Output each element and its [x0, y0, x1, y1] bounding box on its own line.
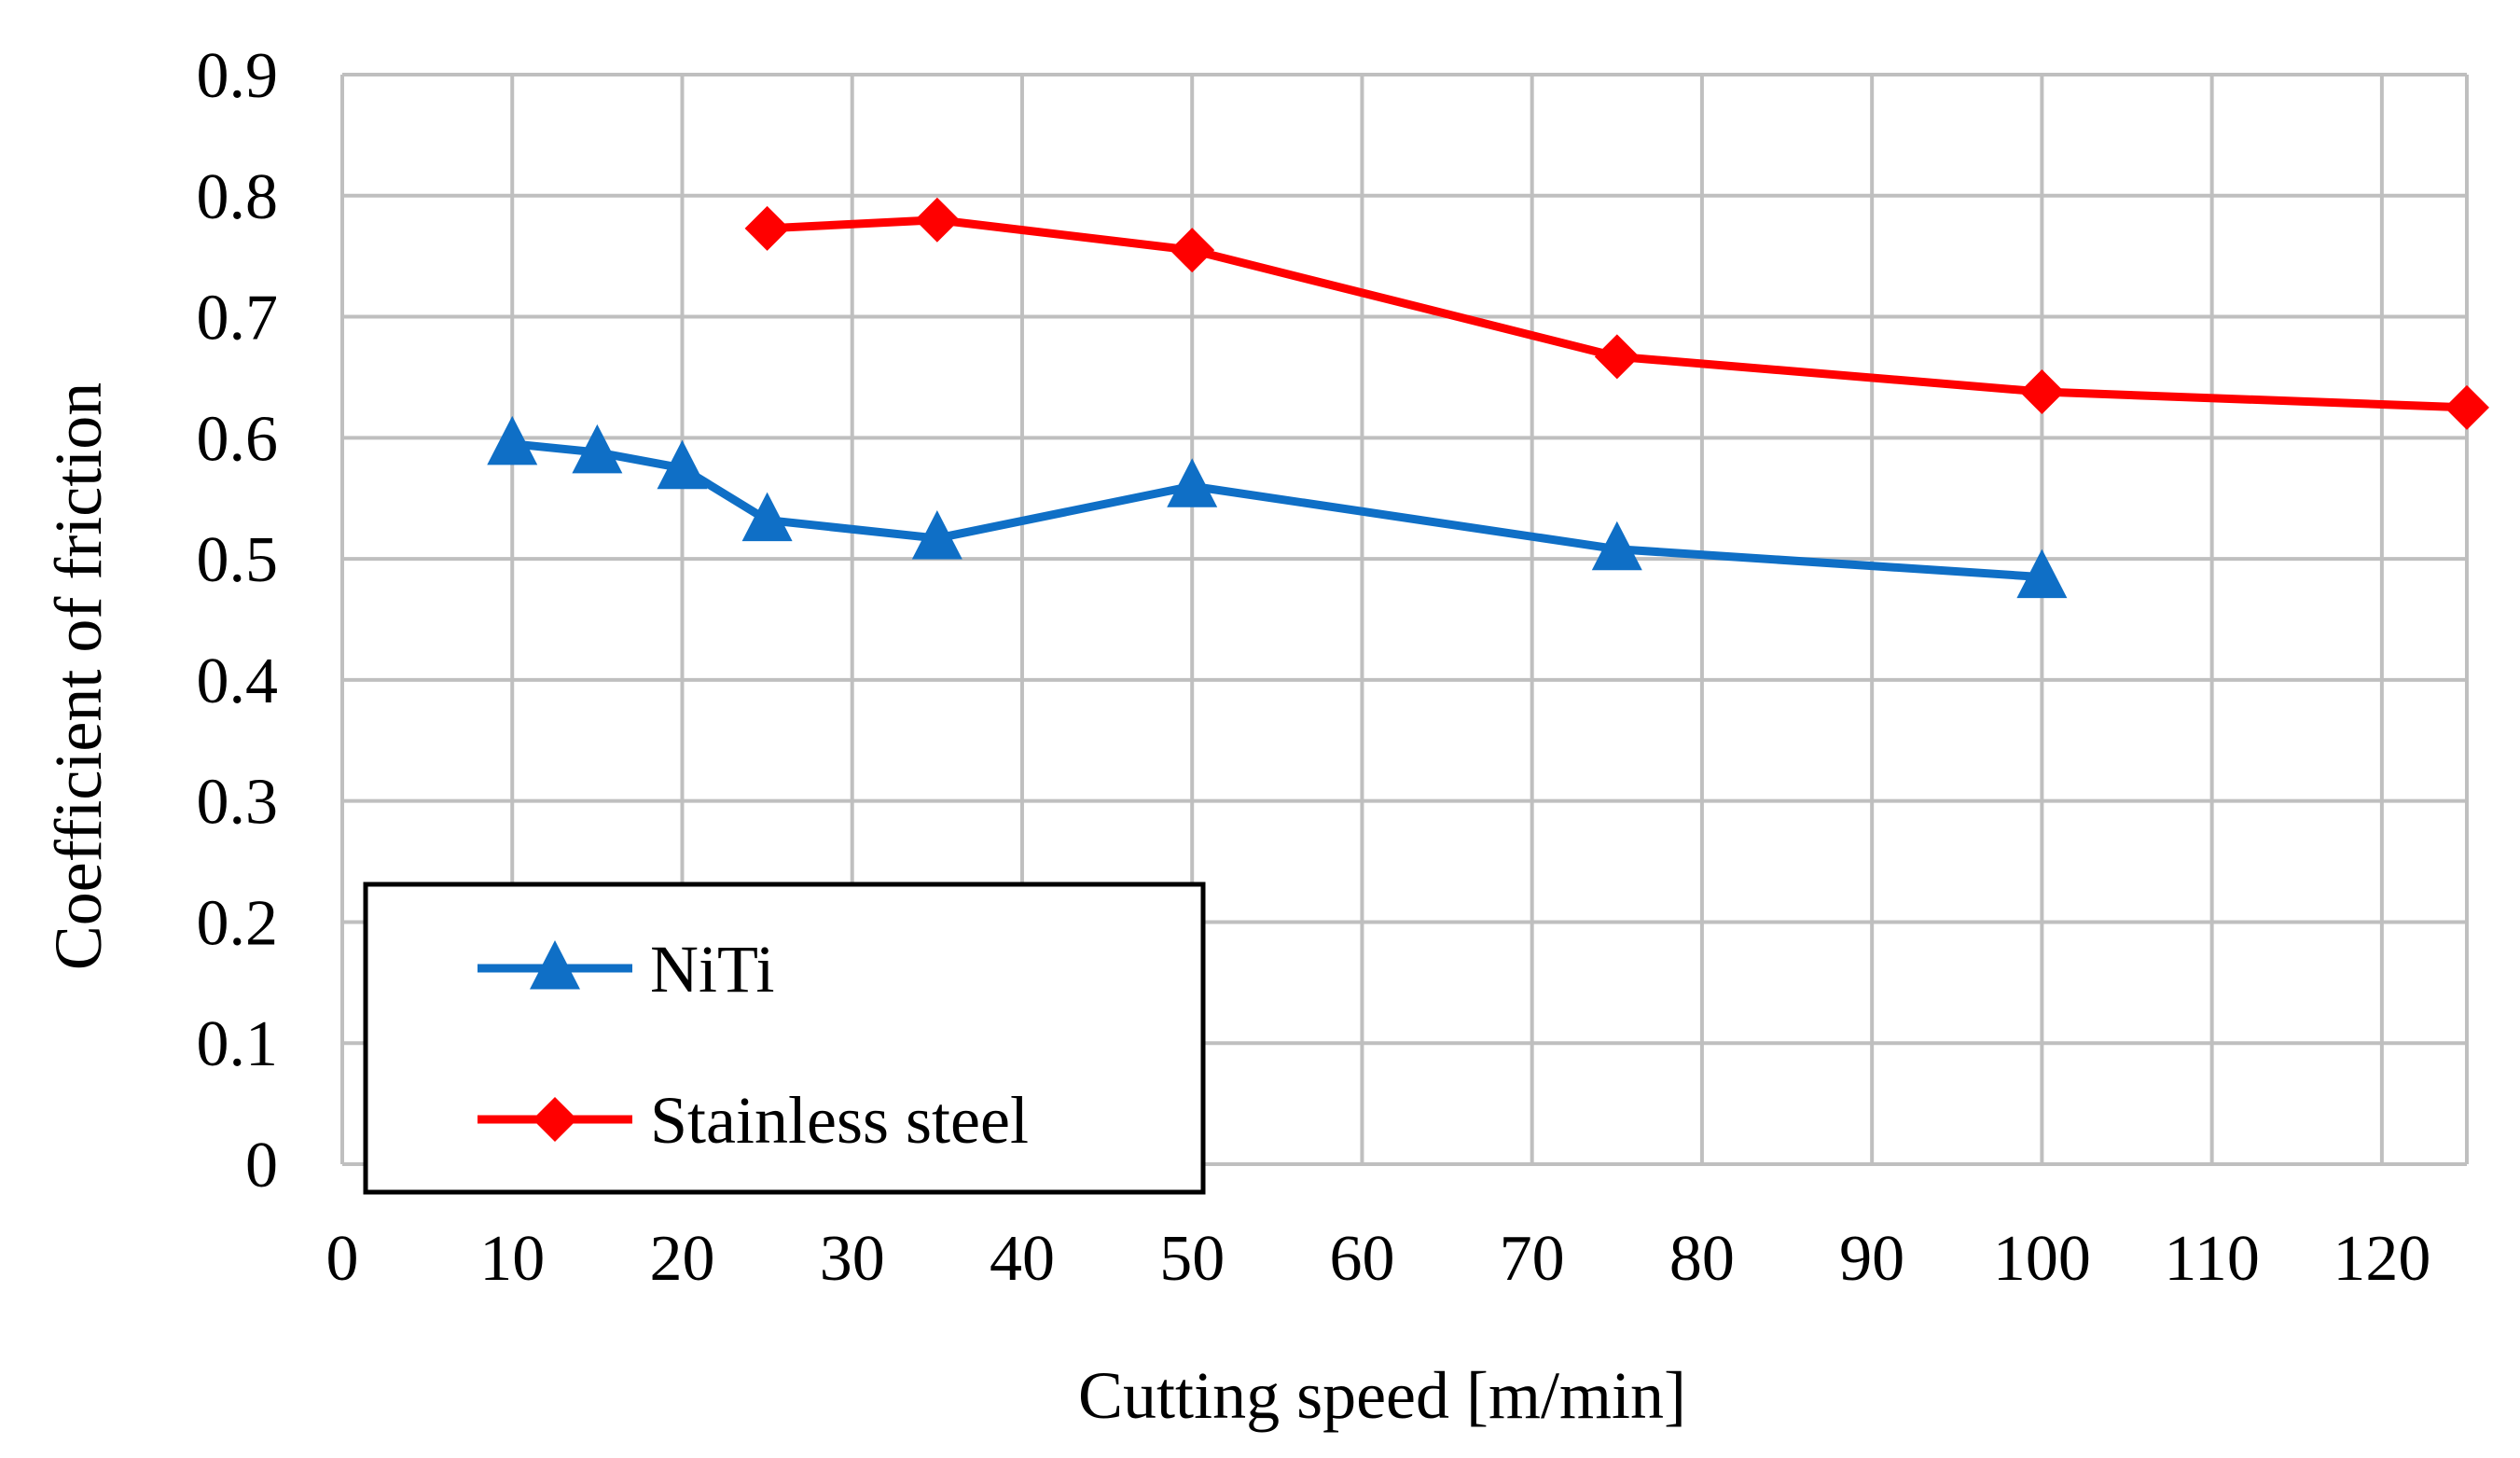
x-tick-label: 100 [1993, 1223, 2091, 1295]
y-tick-label: 0.5 [197, 524, 279, 596]
series-niti [487, 415, 2068, 599]
data-point-niti [1591, 521, 1642, 571]
y-tick-label: 0 [245, 1130, 278, 1201]
x-tick-label: 20 [649, 1223, 714, 1295]
legend-entries: NiTi Stainless steel [478, 932, 1029, 1158]
data-point-niti [657, 439, 708, 490]
data-point-stainless-steel [2444, 384, 2489, 430]
data-point-niti [572, 424, 623, 474]
y-tick-label: 0.1 [197, 1008, 279, 1080]
x-tick-label: 60 [1329, 1223, 1394, 1295]
y-tick-label: 0.3 [197, 767, 279, 839]
legend-marker-niti [530, 940, 580, 990]
x-tick-label: 90 [1839, 1223, 1904, 1295]
x-tick-label: 120 [2333, 1223, 2430, 1295]
y-tick-label: 0.6 [197, 403, 279, 475]
data-point-niti [487, 415, 538, 465]
x-tick-label: 70 [1500, 1223, 1565, 1295]
x-tick-label: 50 [1159, 1223, 1225, 1295]
legend-box [363, 882, 1206, 1195]
legend-entry-niti: NiTi [478, 932, 774, 1007]
y-axis-ticks: 0 0.1 0.2 0.3 0.4 0.5 0.6 0.7 0.8 0.9 [197, 40, 279, 1201]
x-tick-label: 40 [990, 1223, 1055, 1295]
series-stainless-steel [744, 197, 2489, 430]
data-point-niti [741, 492, 793, 542]
data-point-stainless-steel [1594, 334, 1640, 380]
y-axis-title: Coefficient of friction [41, 382, 116, 970]
y-tick-label: 0.9 [197, 40, 279, 112]
series-line-stainless-steel [767, 215, 2468, 412]
data-point-stainless-steel [2019, 369, 2065, 415]
data-point-stainless-steel [914, 197, 960, 243]
legend-marker-stainless-steel [533, 1097, 577, 1142]
data-point-stainless-steel [1170, 228, 1215, 273]
data-point-niti [2016, 548, 2068, 599]
y-tick-label: 0.4 [197, 646, 279, 717]
legend-entry-stainless-steel: Stainless steel [478, 1083, 1029, 1158]
series [487, 197, 2489, 599]
legend: NiTi Stainless steel [363, 882, 1206, 1195]
y-tick-label: 0.7 [197, 283, 279, 354]
x-tick-label: 80 [1669, 1223, 1735, 1295]
data-point-niti [1167, 458, 1218, 507]
data-point-stainless-steel [744, 205, 790, 251]
x-axis-title: Cutting speed [m/min] [1078, 1358, 1686, 1433]
legend-label-niti: NiTi [650, 932, 774, 1007]
legend-label-stainless-steel: Stainless steel [650, 1083, 1029, 1158]
data-point-niti [911, 510, 962, 560]
y-tick-label: 0.8 [197, 161, 279, 233]
x-tick-label: 110 [2164, 1223, 2259, 1295]
y-tick-label: 0.2 [197, 887, 279, 959]
x-tick-label: 30 [820, 1223, 885, 1295]
x-axis-ticks: 0 10 20 30 40 50 60 70 80 90 100 110 120 [326, 1223, 2431, 1295]
x-tick-label: 0 [326, 1223, 359, 1295]
x-tick-label: 10 [479, 1223, 545, 1295]
